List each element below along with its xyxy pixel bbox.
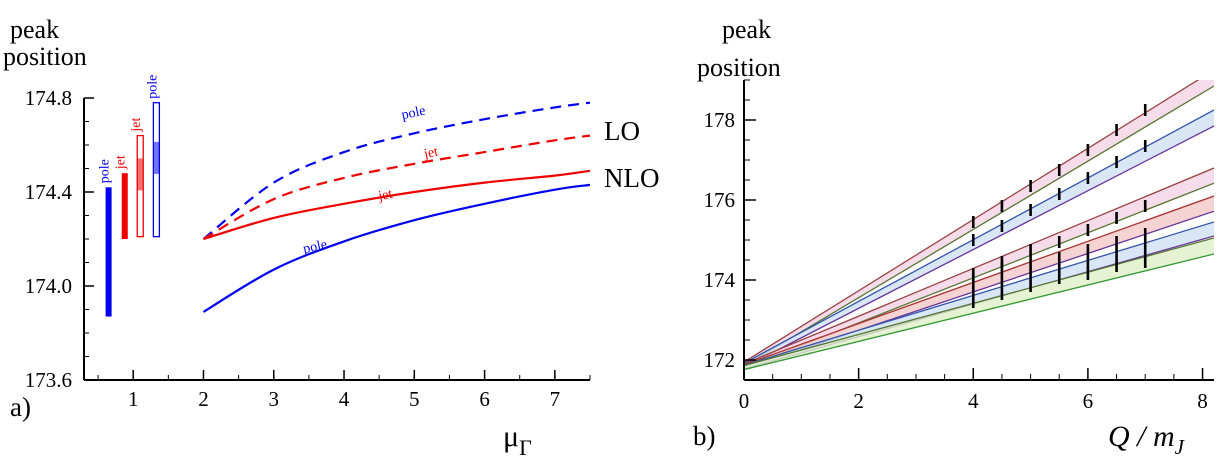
x-tick-label: 0 <box>739 389 750 413</box>
y-tick-label: 172 <box>704 348 736 372</box>
curve-label: pole <box>302 237 329 257</box>
x-tick-label: 1 <box>128 387 139 411</box>
band-fill <box>744 168 1214 368</box>
error-bar-core <box>153 141 160 174</box>
x-axis-label: Q / mJ <box>1108 420 1186 457</box>
band-upper-edge <box>744 221 1214 366</box>
panel-label: a) <box>10 392 31 422</box>
x-tick-label: 4 <box>339 387 350 411</box>
band-fill <box>744 80 1214 366</box>
x-axis-label-sub: Γ <box>519 435 532 457</box>
band-fill <box>744 196 1214 369</box>
curve-label: jet <box>376 187 394 205</box>
series-line <box>202 183 591 313</box>
band-lower-edge <box>744 125 1214 368</box>
band-upper-edge <box>744 237 1214 367</box>
y-axis-label-line-1: peak <box>722 15 771 44</box>
x-tick-label: 6 <box>1083 389 1094 413</box>
plot-area: 172 174 176 178 0 2 4 6 8 <box>704 79 1214 413</box>
error-bar-label: jet <box>114 155 129 170</box>
panel-a: peak position 173.6 174.0 174.4 174.8 1 2 3 4 5 6… <box>3 15 660 457</box>
y-tick-label: 174.4 <box>25 180 73 204</box>
x-tick-label: 4 <box>968 389 979 413</box>
band-lower-edge <box>744 253 1214 371</box>
error-bar-label: pole <box>98 159 113 183</box>
y-axis-label: peak position <box>697 15 781 82</box>
y-axis-label-line-1: peak <box>10 15 59 44</box>
order-label: LO <box>604 116 640 146</box>
y-tick-label: 174.8 <box>25 86 72 110</box>
error-bar <box>121 173 128 239</box>
error-bar-core <box>137 158 144 191</box>
band-lower-edge <box>744 85 1214 367</box>
x-tick-label: 2 <box>198 387 209 411</box>
y-axis-label: peak position <box>3 15 87 71</box>
y-tick-label: 176 <box>704 188 736 212</box>
order-label: NLO <box>604 163 660 193</box>
y-tick-label: 174.0 <box>25 274 72 298</box>
band-fill <box>744 222 1214 370</box>
y-axis-label-line-2: position <box>697 53 781 82</box>
band-upper-edge <box>744 80 1200 363</box>
curve-label: pole <box>400 104 427 124</box>
y-tick-label: 174 <box>704 268 736 292</box>
band-fill <box>744 110 1214 368</box>
series-line <box>202 134 591 240</box>
x-tick-label: 2 <box>853 389 864 413</box>
x-tick-label: 7 <box>550 387 561 411</box>
x-tick-label: 5 <box>409 387 420 411</box>
band-upper-edge <box>744 195 1214 366</box>
error-bar <box>105 187 112 317</box>
x-axis-label-main: Q / m <box>1108 420 1175 453</box>
x-axis-label-sub: J <box>1175 435 1186 457</box>
band-upper-edge <box>744 109 1214 364</box>
y-tick-label: 178 <box>704 108 736 132</box>
bands-group <box>744 80 1214 371</box>
band-upper-edge <box>744 167 1214 365</box>
panel-b: peak position 172 174 176 178 0 2 4 6 8 b) Q / m… <box>693 15 1214 457</box>
y-axis-label-line-2: position <box>3 42 87 71</box>
x-tick-label: 8 <box>1197 389 1208 413</box>
x-tick-label: 6 <box>479 387 490 411</box>
panel-label: b) <box>693 421 716 451</box>
x-tick-label: 3 <box>269 387 280 411</box>
y-tick-label: 173.6 <box>25 368 72 392</box>
error-bar-label: jet <box>129 117 144 132</box>
series-line <box>202 101 591 240</box>
band-fill <box>744 238 1214 370</box>
x-axis-label: μΓ <box>503 420 532 457</box>
curve-label: jet <box>422 145 440 163</box>
series-line <box>203 169 591 241</box>
error-bar-label: pole <box>145 75 160 99</box>
x-axis-label-main: μ <box>503 420 519 453</box>
